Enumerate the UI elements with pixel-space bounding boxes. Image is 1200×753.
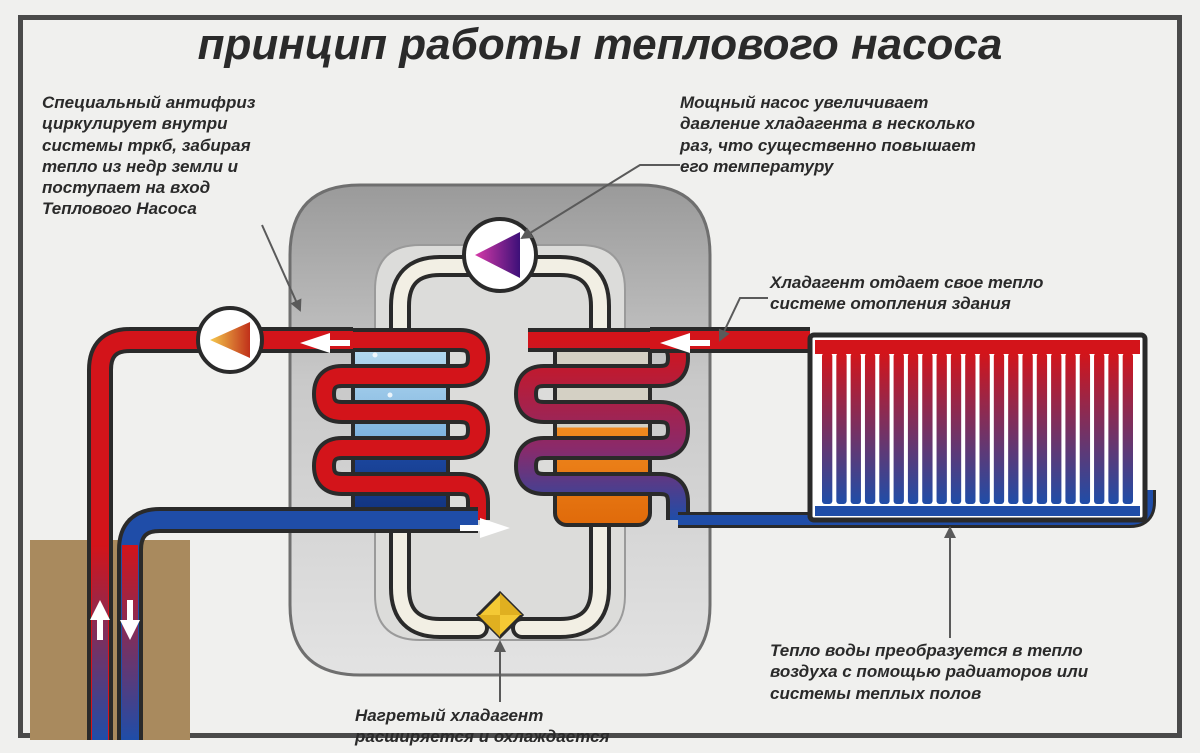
diagram-svg: испаритель конденсатор (0, 0, 1200, 753)
circulator-icon (198, 308, 262, 372)
ground-loop-hot (92, 545, 108, 740)
ground-loop-cold (122, 545, 138, 740)
radiator (810, 335, 1145, 520)
compressor-icon (464, 219, 536, 291)
